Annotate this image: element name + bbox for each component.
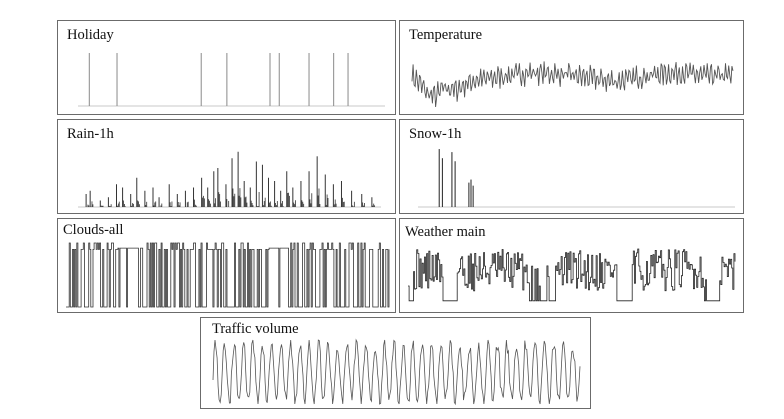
holiday-chart [78,53,385,107]
temperature-chart [411,61,734,108]
traffic-panel: Traffic volume [200,317,591,409]
traffic-chart [212,338,581,406]
weather-panel: Weather main [399,218,744,313]
traffic-series-line [212,338,581,406]
rain-title: Rain-1h [67,126,114,142]
weather-chart [408,248,736,302]
holiday-panel: Holiday [57,20,396,115]
temperature-title: Temperature [409,27,483,43]
clouds-chart [66,242,390,308]
temperature-series-line [411,61,734,108]
holiday-title: Holiday [67,27,114,43]
rain-chart [78,151,381,208]
snow-chart [418,149,735,208]
clouds-title: Clouds-all [63,222,124,238]
weather-series-line [408,248,736,302]
snow-title: Snow-1h [409,126,462,142]
rain-panel: Rain-1h [57,119,396,214]
snow-panel: Snow-1h [399,119,744,214]
clouds-panel: Clouds-all [57,218,396,313]
weather-title: Weather main [405,224,486,240]
traffic-title: Traffic volume [212,321,299,337]
clouds-series-line [66,242,390,308]
temperature-panel: Temperature [399,20,744,115]
